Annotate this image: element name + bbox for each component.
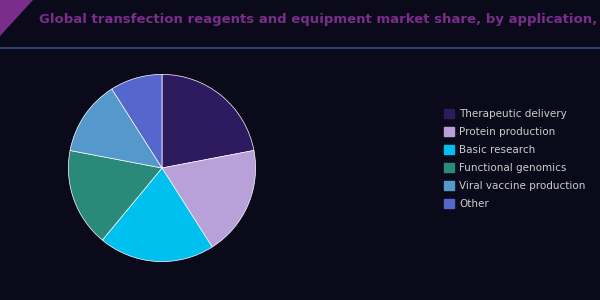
Wedge shape	[162, 151, 256, 247]
Wedge shape	[162, 74, 254, 168]
Wedge shape	[112, 74, 162, 168]
Wedge shape	[70, 89, 162, 168]
Legend: Therapeutic delivery, Protein production, Basic research, Functional genomics, V: Therapeutic delivery, Protein production…	[440, 106, 589, 212]
Wedge shape	[68, 151, 162, 240]
Text: Global transfection reagents and equipment market share, by application, 2019 (%: Global transfection reagents and equipme…	[39, 14, 600, 26]
Wedge shape	[103, 168, 212, 262]
